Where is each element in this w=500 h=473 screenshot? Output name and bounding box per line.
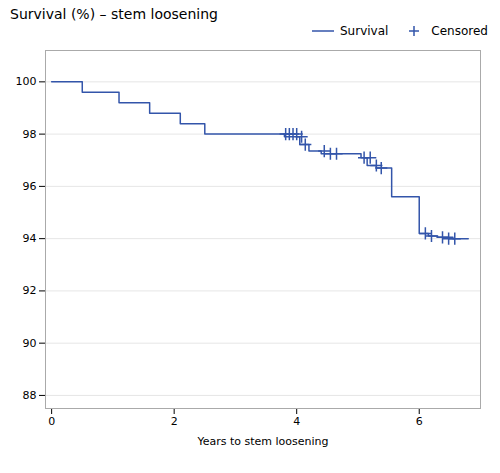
svg-text:100: 100 xyxy=(16,75,37,88)
svg-text:Years to stem loosening: Years to stem loosening xyxy=(196,435,328,448)
html-text:Survival: Survival xyxy=(340,24,389,38)
html-text:Survival (%) – stem loosening: Survival (%) – stem loosening xyxy=(10,6,218,22)
svg-text:98: 98 xyxy=(23,128,37,141)
svg-text:2: 2 xyxy=(171,415,178,428)
svg-text:96: 96 xyxy=(23,180,37,193)
svg-text:4: 4 xyxy=(293,415,300,428)
svg-text:88: 88 xyxy=(23,389,37,402)
svg-text:94: 94 xyxy=(23,232,37,245)
svg-text:6: 6 xyxy=(416,415,423,428)
svg-text:90: 90 xyxy=(23,337,37,350)
svg-text:0: 0 xyxy=(48,415,55,428)
svg-text:92: 92 xyxy=(23,284,37,297)
html-text:Censored: Censored xyxy=(431,24,488,38)
